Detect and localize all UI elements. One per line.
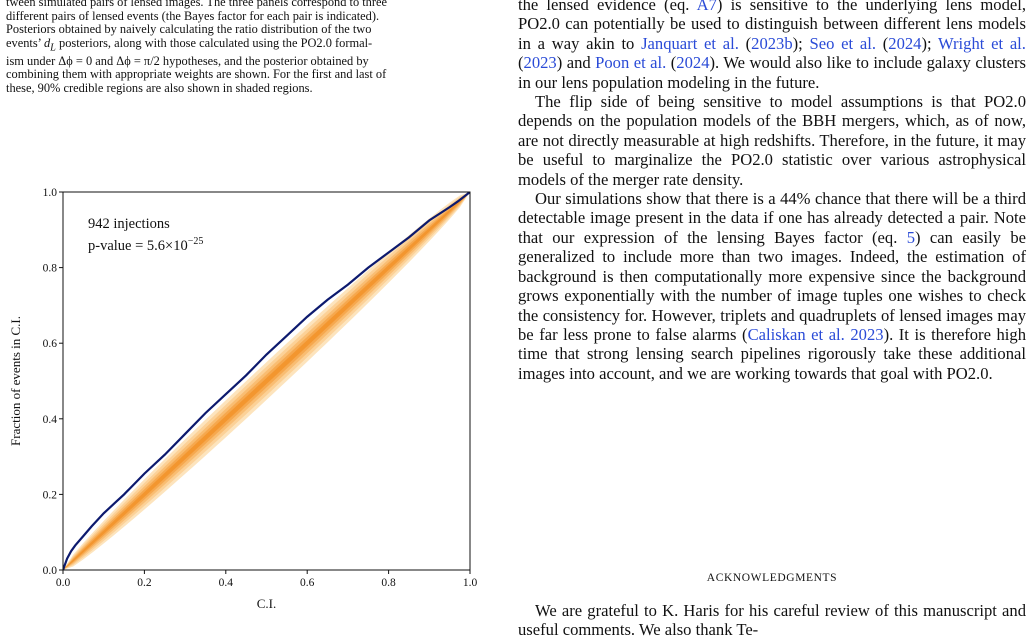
y-tick-label: 1.0 (43, 187, 58, 199)
citation-year-link[interactable]: 2023b (751, 33, 793, 53)
citation-year-link[interactable]: 2024 (888, 33, 922, 53)
caption-line: ism under Δϕ = 0 and Δϕ = π/2 hypotheses… (6, 53, 369, 68)
equation-ref-link[interactable]: A7 (696, 0, 717, 14)
y-tick-label: 0.0 (43, 565, 58, 577)
x-tick-label: 0.4 (219, 577, 234, 589)
caption-line: Posteriors obtained by naively calculati… (6, 22, 372, 37)
caption-line: events’ dL posteriors, along with those … (6, 35, 373, 54)
x-tick-label: 1.0 (463, 577, 478, 589)
paragraph: Our simulations show that there is a 44%… (518, 189, 1026, 383)
citation-year-link[interactable]: 2024 (676, 53, 710, 73)
y-tick-label: 0.8 (43, 263, 58, 275)
x-axis-ticks: 0.0 0.2 0.4 0.6 0.8 1.0 (56, 570, 478, 589)
caption-line: tween simulated pairs of lensed images. … (6, 0, 387, 9)
caption-line: combining them with appropriate weights … (6, 67, 387, 82)
citation-link[interactable]: Caliskan et al. 2023 (747, 324, 884, 344)
pp-plot-figure: 0.0 0.2 0.4 0.6 0.8 1.0 0.0 0.2 0.4 0.6 0.8 1.0 C.… (0, 180, 510, 620)
right-column: the lensed evidence (eq. A7) is sensitiv… (518, 0, 1026, 383)
citation-link[interactable]: Poon et al. (595, 53, 667, 73)
paragraph: the lensed evidence (eq. A7) is sensitiv… (518, 0, 1026, 92)
credible-bands (63, 192, 470, 570)
citation-link[interactable]: Janquart et al. (641, 33, 739, 53)
x-tick-label: 0.6 (300, 577, 315, 589)
equation-ref-link[interactable]: 5 (906, 227, 916, 247)
paragraph: The flip side of being sensitive to mode… (518, 92, 1026, 189)
pp-curve (63, 192, 470, 570)
x-axis-label: C.I. (257, 596, 277, 611)
x-tick-label: 0.2 (137, 577, 152, 589)
credible-band (63, 192, 470, 570)
y-axis-ticks: 0.0 0.2 0.4 0.6 0.8 1.0 (43, 187, 63, 577)
caption-line: different pairs of lensed events (the Ba… (6, 8, 380, 23)
y-tick-label: 0.6 (43, 338, 58, 350)
acknowledgments-text: We are grateful to K. Haris for his care… (518, 601, 1026, 640)
figure-caption: tween simulated pairs of lensed images. … (6, 0, 502, 96)
x-tick-label: 0.0 (56, 577, 71, 589)
citation-link[interactable]: Wright et al. (938, 33, 1026, 53)
citation-link[interactable]: Seo et al. (809, 33, 876, 53)
y-tick-label: 0.2 (43, 489, 58, 501)
y-axis-label: Fraction of events in C.I. (8, 316, 23, 446)
series-lines (63, 192, 470, 570)
x-tick-label: 0.8 (381, 577, 396, 589)
citation-year-link[interactable]: 2023 (523, 53, 557, 73)
caption-line: these, 90% credible regions are also sho… (6, 81, 313, 96)
annotation-injections: 942 injections (88, 216, 170, 232)
annotation-pvalue: p-value = 5.6×10−25 (88, 236, 203, 254)
y-tick-label: 0.4 (43, 414, 58, 426)
plot-frame (62, 191, 471, 571)
pp-plot-chart: 0.0 0.2 0.4 0.6 0.8 1.0 0.0 0.2 0.4 0.6 0.8 1.0 C.… (8, 187, 478, 611)
acknowledgments-heading: ACKNOWLEDGMENTS (706, 572, 838, 584)
